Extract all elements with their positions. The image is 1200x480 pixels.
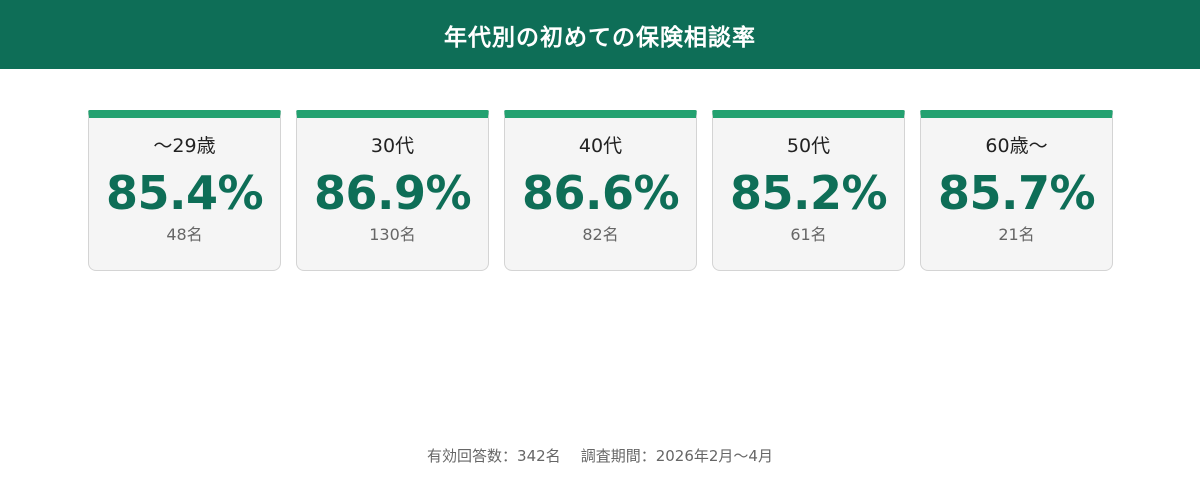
consultation-rate: 86.6% [521,166,680,220]
respondent-count: 61名 [790,225,827,244]
stat-card-60-plus: 60歳〜 85.7% 21名 [920,110,1113,271]
age-group-label: 60歳〜 [985,135,1048,157]
age-group-label: 〜29歳 [153,135,216,157]
stat-card-50s: 50代 85.2% 61名 [712,110,905,271]
respondent-count: 48名 [166,225,203,244]
age-group-label: 50代 [786,135,831,157]
respondent-count: 21名 [998,225,1035,244]
respondent-count: 82名 [582,225,619,244]
age-group-label: 30代 [370,135,415,157]
valid-responses-note: 有効回答数：342名 [427,447,561,465]
survey-period-note: 調査期間：2026年2月〜4月 [580,447,773,465]
stat-cards: 〜29歳 85.4% 48名 30代 86.9% 130名 40代 86.6% … [88,110,1113,271]
stat-card-30s: 30代 86.9% 130名 [296,110,489,271]
consultation-rate: 86.9% [313,166,472,220]
consultation-rate: 85.2% [729,166,888,220]
page-title: 年代別の初めての保険相談率 [444,24,756,51]
header-bar: 年代別の初めての保険相談率 [0,0,1200,69]
stat-card-under-29: 〜29歳 85.4% 48名 [88,110,281,271]
stat-card-40s: 40代 86.6% 82名 [504,110,697,271]
respondent-count: 130名 [369,225,416,244]
survey-footnote: 有効回答数：342名 調査期間：2026年2月〜4月 [0,444,1200,468]
age-group-label: 40代 [578,135,623,157]
consultation-rate: 85.7% [937,166,1096,220]
consultation-rate: 85.4% [105,166,264,220]
